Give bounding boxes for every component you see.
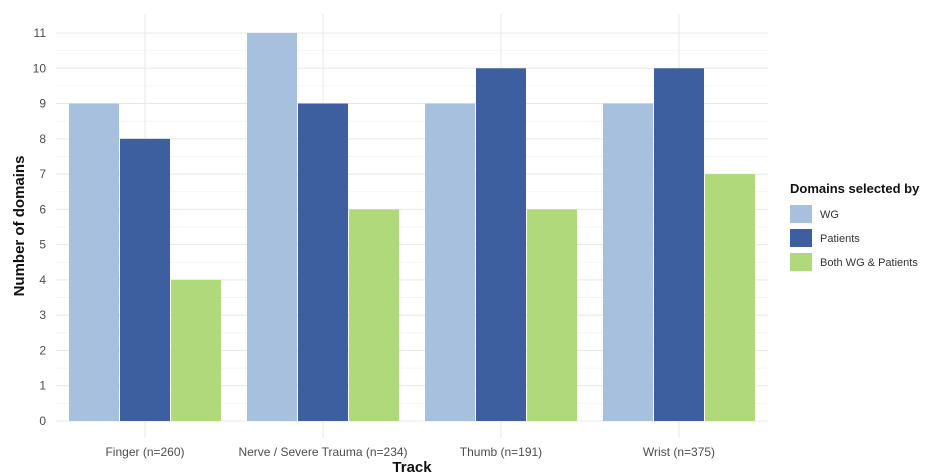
- bar-patients: [654, 68, 704, 421]
- x-tick-label: Nerve / Severe Trauma (n=234): [238, 445, 407, 459]
- y-tick-label: 2: [39, 343, 46, 357]
- legend-title: Domains selected by: [790, 181, 920, 196]
- y-tick-label: 8: [39, 132, 46, 146]
- legend-label: Patients: [820, 233, 860, 245]
- y-tick-label: 5: [39, 238, 46, 252]
- y-tick-label: 0: [39, 414, 46, 428]
- bar-wg: [603, 103, 653, 421]
- bar-wg: [425, 103, 475, 421]
- y-tick-label: 10: [33, 61, 47, 75]
- legend: Domains selected by WG Patients Both WG & …: [790, 181, 920, 271]
- legend-key: [790, 205, 812, 223]
- bar-wg: [69, 103, 119, 421]
- bar-wg: [247, 33, 297, 421]
- bar-patients: [120, 138, 170, 421]
- y-tick-label: 9: [39, 97, 46, 111]
- y-tick-label: 1: [39, 379, 46, 393]
- y-axis-ticks: 0 1 2 3 4 5 6 7 8 9 10 11: [33, 26, 47, 428]
- legend-label: Both WG & Patients: [820, 257, 918, 269]
- x-tick-label: Thumb (n=191): [460, 445, 542, 459]
- legend-label: WG: [820, 209, 839, 221]
- bar-patients: [476, 68, 526, 421]
- x-tick-label: Finger (n=260): [105, 445, 184, 459]
- bar-both-wg-patients: [705, 174, 755, 421]
- bar-both-wg-patients: [527, 209, 577, 421]
- x-axis-ticks: Finger (n=260) Nerve / Severe Trauma (n=2…: [105, 445, 715, 459]
- x-tick-label: Wrist (n=375): [643, 445, 715, 459]
- x-axis-title: Track: [392, 459, 432, 475]
- legend-key: [790, 229, 812, 247]
- bar-both-wg-patients: [349, 209, 399, 421]
- y-tick-label: 3: [39, 308, 46, 322]
- y-tick-label: 6: [39, 202, 46, 216]
- bar-patients: [298, 103, 348, 421]
- legend-key: [790, 253, 812, 271]
- y-axis-title: Number of domains: [11, 156, 28, 297]
- bar-both-wg-patients: [171, 279, 221, 421]
- y-tick-label: 4: [39, 273, 46, 287]
- y-tick-label: 11: [34, 26, 47, 40]
- bars: [69, 33, 755, 421]
- y-tick-label: 7: [39, 167, 46, 181]
